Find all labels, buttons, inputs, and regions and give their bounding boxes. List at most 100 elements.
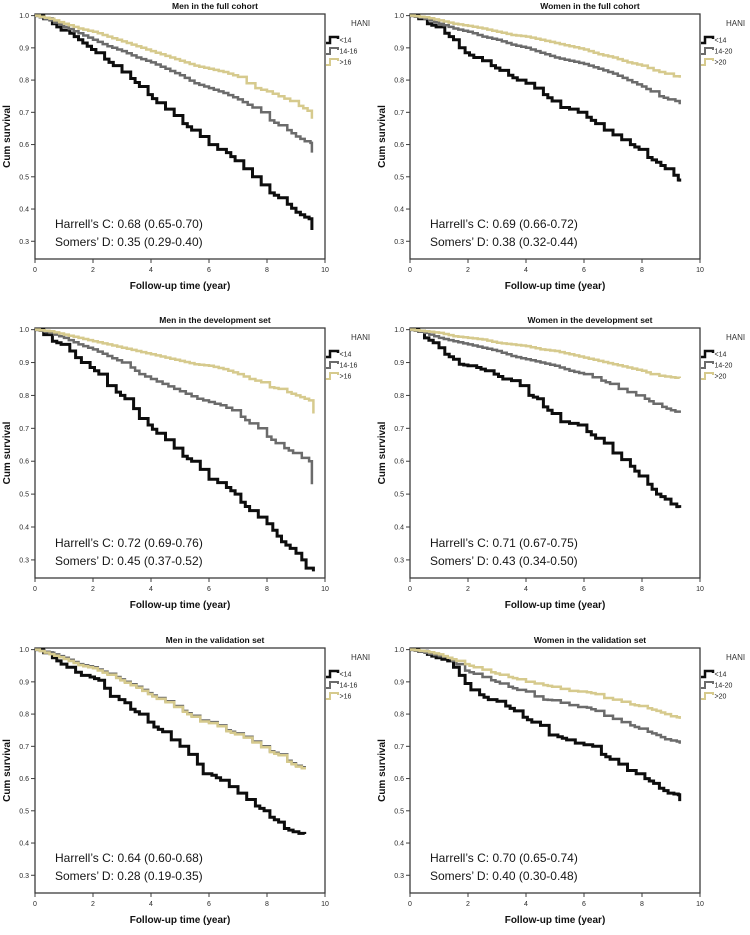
legend-label-lt14: <14 xyxy=(340,352,352,359)
panel-men-in-the-development-set: 1.0 0.9 0.8 0.7 0.6 0.5 0.4 0.3 0 2 4 6 8 10 Men in th… xyxy=(0,312,375,625)
somers-d-annotation: Somers’ D: 0.40 (0.30-0.48) xyxy=(430,869,578,883)
y-tick-label: 0.7 xyxy=(394,110,404,117)
y-axis-label: Cum survival xyxy=(377,105,388,168)
survival-curve-14-20 xyxy=(410,14,681,105)
y-tick-label: 0.3 xyxy=(394,239,404,246)
legend-title: HANI xyxy=(351,333,370,342)
x-tick-label: 8 xyxy=(265,901,269,908)
x-tick-label: 6 xyxy=(207,267,211,274)
somers-d-annotation: Somers’ D: 0.35 (0.29-0.40) xyxy=(55,235,203,249)
y-tick-label: 0.9 xyxy=(394,360,404,367)
x-tick-label: 2 xyxy=(466,267,470,274)
x-tick-label: 8 xyxy=(265,586,269,593)
legend-label-gt20: >20 xyxy=(715,694,727,701)
y-tick-label: 0.5 xyxy=(394,808,404,815)
legend-step-line-icon xyxy=(701,669,715,679)
y-tick-label: 1.0 xyxy=(394,647,404,654)
y-tick-label: 0.7 xyxy=(19,110,29,117)
survival-curve-14-16 xyxy=(35,14,314,153)
y-tick-label: 0.8 xyxy=(394,393,404,400)
x-axis-label: Follow-up time (year) xyxy=(130,600,231,611)
y-tick-label: 1.0 xyxy=(19,13,29,20)
panel-women-in-the-development-set: 1.0 0.9 0.8 0.7 0.6 0.5 0.4 0.3 0 2 4 6 8 10 Women in … xyxy=(375,312,750,625)
x-tick-label: 2 xyxy=(91,586,95,593)
harrells-c-annotation: Harrell’s C: 0.68 (0.65-0.70) xyxy=(55,217,203,231)
survival-curve-lt14 xyxy=(35,14,314,230)
legend-title: HANI xyxy=(351,653,370,662)
survival-plot: 1.0 0.9 0.8 0.7 0.6 0.5 0.4 0.3 0 2 4 6 8 10 Men in th… xyxy=(2,635,370,926)
y-tick-label: 0.9 xyxy=(19,679,29,686)
x-tick-label: 8 xyxy=(640,586,644,593)
y-tick-label: 1.0 xyxy=(19,647,29,654)
x-tick-label: 0 xyxy=(408,267,412,274)
x-tick-label: 8 xyxy=(265,267,269,274)
panel-men-in-the-full-cohort: 1.0 0.9 0.8 0.7 0.6 0.5 0.4 0.3 0 2 4 6 8 10 Men in th… xyxy=(0,0,375,312)
panel-title: Men in the full cohort xyxy=(172,1,258,11)
x-tick-label: 10 xyxy=(696,586,704,593)
plot-frame xyxy=(409,647,701,894)
survival-curve-gt20 xyxy=(410,328,681,379)
x-tick-label: 10 xyxy=(696,267,704,274)
x-tick-label: 10 xyxy=(321,901,329,908)
harrells-c-annotation: Harrell’s C: 0.69 (0.66-0.72) xyxy=(430,217,578,231)
legend-step-line-icon xyxy=(701,58,714,66)
legend-step-line-icon xyxy=(326,681,339,689)
x-tick-label: 4 xyxy=(524,267,528,274)
y-tick-label: 0.8 xyxy=(19,712,29,719)
legend-label-lt14: <14 xyxy=(715,352,727,359)
legend-step-line-icon xyxy=(326,47,339,55)
legend-step-line-icon xyxy=(701,47,714,55)
x-tick-label: 4 xyxy=(149,586,153,593)
y-tick-label: 0.9 xyxy=(19,360,29,367)
y-tick-label: 0.7 xyxy=(19,744,29,751)
legend-step-line-icon xyxy=(701,35,715,45)
x-axis-label: Follow-up time (year) xyxy=(505,600,606,611)
legend-title: HANI xyxy=(726,19,745,28)
panel-women-in-the-full-cohort: 1.0 0.9 0.8 0.7 0.6 0.5 0.4 0.3 0 2 4 6 8 10 Women in … xyxy=(375,0,750,312)
x-tick-label: 6 xyxy=(207,901,211,908)
legend-label-gt16: >16 xyxy=(340,60,352,67)
legend-label-14-20: 14-20 xyxy=(715,363,733,370)
x-tick-label: 6 xyxy=(582,267,586,274)
y-tick-label: 0.3 xyxy=(394,557,404,564)
x-tick-label: 2 xyxy=(466,901,470,908)
y-tick-label: 0.4 xyxy=(394,525,404,532)
y-tick-label: 0.4 xyxy=(394,841,404,848)
y-tick-label: 0.9 xyxy=(394,679,404,686)
x-tick-label: 0 xyxy=(408,586,412,593)
legend-step-line-icon xyxy=(701,372,714,380)
survival-plot: 1.0 0.9 0.8 0.7 0.6 0.5 0.4 0.3 0 2 4 6 8 10 Men in th… xyxy=(2,1,370,292)
survival-curve-14-20 xyxy=(410,648,681,744)
survival-curve-lt14 xyxy=(35,648,307,835)
survival-curve-gt16 xyxy=(35,648,306,770)
survival-curve-lt14 xyxy=(410,648,682,802)
x-tick-label: 4 xyxy=(524,586,528,593)
y-tick-label: 0.8 xyxy=(394,78,404,85)
y-tick-label: 0.6 xyxy=(19,776,29,783)
x-tick-label: 2 xyxy=(91,901,95,908)
panel-men-in-the-validation-set: 1.0 0.9 0.8 0.7 0.6 0.5 0.4 0.3 0 2 4 6 8 10 Men in th… xyxy=(0,625,375,935)
x-tick-label: 0 xyxy=(33,267,37,274)
x-tick-label: 4 xyxy=(149,901,153,908)
legend-step-line-icon xyxy=(326,35,340,45)
legend-label-14-20: 14-20 xyxy=(715,683,733,690)
survival-plot: 1.0 0.9 0.8 0.7 0.6 0.5 0.4 0.3 0 2 4 6 8 10 Men in th… xyxy=(2,315,370,611)
y-tick-label: 0.8 xyxy=(19,393,29,400)
survival-plot: 1.0 0.9 0.8 0.7 0.6 0.5 0.4 0.3 0 2 4 6 8 10 Women in … xyxy=(377,635,745,926)
y-axis-label: Cum survival xyxy=(2,105,13,168)
x-tick-label: 10 xyxy=(696,901,704,908)
y-tick-label: 0.4 xyxy=(394,207,404,214)
y-tick-label: 0.9 xyxy=(19,45,29,52)
y-tick-label: 0.3 xyxy=(19,873,29,880)
legend-step-line-icon xyxy=(326,692,339,700)
y-tick-label: 0.4 xyxy=(19,525,29,532)
harrells-c-annotation: Harrell’s C: 0.64 (0.60-0.68) xyxy=(55,851,203,865)
legend-label-lt14: <14 xyxy=(715,672,727,679)
x-axis-label: Follow-up time (year) xyxy=(130,915,231,926)
y-tick-label: 0.9 xyxy=(394,45,404,52)
y-axis-label: Cum survival xyxy=(2,739,13,802)
x-tick-label: 6 xyxy=(207,586,211,593)
y-tick-label: 0.5 xyxy=(19,808,29,815)
harrells-c-annotation: Harrell’s C: 0.70 (0.65-0.74) xyxy=(430,851,578,865)
x-tick-label: 8 xyxy=(640,901,644,908)
